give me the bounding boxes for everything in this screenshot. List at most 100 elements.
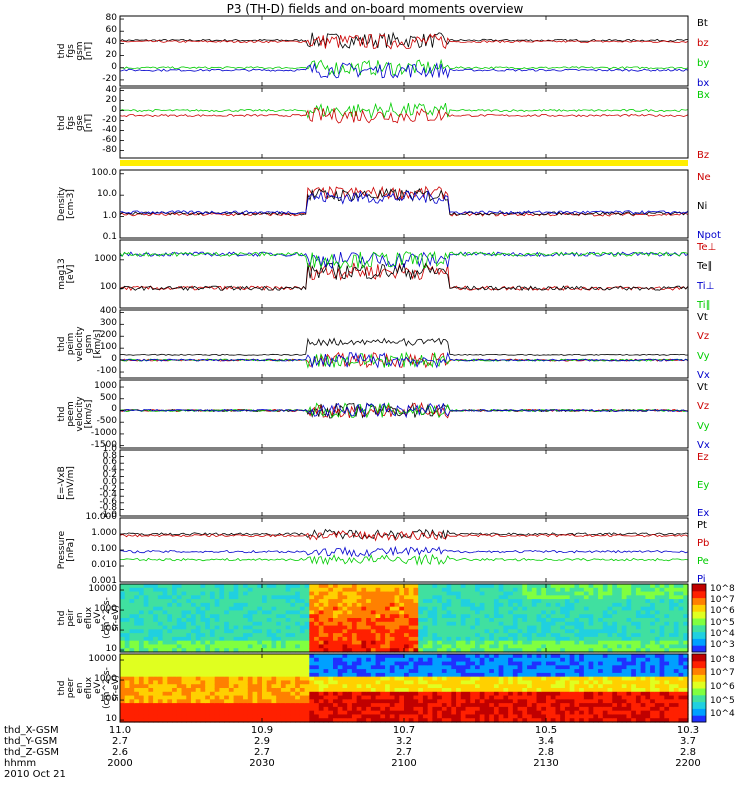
heatmap-cell bbox=[456, 644, 462, 649]
heatmap-cell bbox=[172, 606, 178, 612]
heatmap-cell bbox=[503, 640, 509, 646]
heatmap-cell bbox=[389, 706, 396, 712]
heatmap-cell bbox=[356, 714, 362, 719]
heatmap-cell bbox=[673, 680, 680, 685]
heatmap-cell bbox=[621, 618, 628, 623]
heatmap-cell bbox=[422, 591, 429, 596]
heatmap-cell bbox=[276, 587, 282, 593]
heatmap-cell bbox=[138, 625, 145, 630]
heatmap-cell bbox=[541, 714, 547, 719]
heatmap-cell bbox=[314, 618, 320, 623]
heatmap-cell bbox=[669, 633, 675, 638]
heatmap-cell bbox=[465, 695, 471, 700]
heatmap-cell bbox=[617, 595, 623, 600]
heatmap-cell bbox=[678, 665, 684, 670]
heatmap-cell bbox=[560, 640, 566, 646]
heatmap-cell bbox=[347, 657, 353, 663]
heatmap-cell bbox=[456, 629, 462, 634]
heatmap-cell bbox=[475, 633, 481, 638]
heatmap-cell bbox=[404, 648, 410, 653]
heatmap-cell bbox=[460, 618, 467, 623]
heatmap-cell bbox=[347, 703, 353, 708]
heatmap-cell bbox=[465, 599, 471, 604]
heatmap-cell bbox=[209, 695, 216, 700]
heatmap-cell bbox=[517, 602, 523, 608]
heatmap-cell bbox=[399, 640, 405, 646]
heatmap-cell bbox=[356, 584, 362, 589]
heatmap-cell bbox=[617, 625, 623, 630]
heatmap-cell bbox=[351, 665, 358, 670]
heatmap-cell bbox=[120, 695, 126, 700]
heatmap-cell bbox=[385, 591, 391, 596]
heatmap-cell bbox=[309, 706, 315, 712]
heatmap-cell bbox=[257, 654, 263, 659]
heatmap-cell bbox=[456, 699, 462, 704]
heatmap-cell bbox=[489, 684, 495, 689]
heatmap-cell bbox=[498, 691, 504, 697]
heatmap-cell bbox=[617, 657, 623, 663]
heatmap-cell bbox=[465, 644, 471, 649]
heatmap-cell bbox=[408, 669, 415, 674]
heatmap-cell bbox=[366, 665, 372, 670]
heatmap-cell bbox=[564, 706, 571, 712]
heatmap-cell bbox=[569, 703, 575, 708]
heatmap-cell bbox=[422, 665, 429, 670]
series-line-pressure-Pt bbox=[119, 528, 689, 541]
heatmap-cell bbox=[323, 688, 329, 693]
heatmap-cell bbox=[517, 591, 523, 596]
heatmap-cell bbox=[602, 710, 609, 716]
heatmap-cell bbox=[408, 618, 415, 623]
heatmap-cell bbox=[399, 688, 405, 693]
heatmap-cell bbox=[607, 654, 613, 659]
heatmap-cell bbox=[252, 657, 258, 663]
heatmap-cell bbox=[446, 633, 452, 638]
heatmap-cell bbox=[375, 614, 381, 619]
heatmap-cell bbox=[176, 595, 183, 600]
heatmap-cell bbox=[347, 610, 353, 615]
heatmap-cell bbox=[129, 669, 135, 674]
heatmap-cell bbox=[333, 595, 339, 600]
heatmap-cell bbox=[209, 661, 216, 666]
heatmap-cell bbox=[333, 591, 339, 596]
heatmap-cell bbox=[342, 661, 348, 666]
heatmap-cell bbox=[560, 676, 566, 682]
heatmap-cell bbox=[593, 684, 599, 689]
heatmap-cell bbox=[493, 602, 500, 608]
heatmap-cell bbox=[370, 699, 377, 704]
heatmap-cell bbox=[664, 621, 670, 627]
heatmap-cell bbox=[527, 695, 533, 700]
heatmap-cell bbox=[233, 706, 239, 712]
heatmap-cell bbox=[678, 587, 684, 593]
heatmap-cell bbox=[493, 684, 500, 689]
heatmap-cell bbox=[399, 695, 405, 700]
heatmap-cell bbox=[564, 606, 571, 612]
heatmap-cell bbox=[295, 718, 301, 723]
heatmap-cell bbox=[631, 584, 637, 589]
heatmap-cell bbox=[598, 695, 604, 700]
heatmap-cell bbox=[224, 691, 230, 697]
heatmap-cell bbox=[427, 661, 433, 666]
heatmap-cell bbox=[446, 591, 452, 596]
heatmap-cell bbox=[271, 614, 277, 619]
heatmap-cell bbox=[375, 587, 381, 593]
heatmap-cell bbox=[635, 644, 642, 649]
heatmap-cell bbox=[399, 633, 405, 638]
heatmap-cell bbox=[569, 654, 575, 659]
heatmap-cell bbox=[214, 584, 220, 589]
heatmap-cell bbox=[418, 684, 424, 689]
heatmap-cell bbox=[650, 610, 656, 615]
heatmap-cell bbox=[219, 661, 225, 666]
heatmap-cell bbox=[479, 625, 486, 630]
heatmap-cell bbox=[295, 669, 301, 674]
heatmap-cell bbox=[370, 636, 377, 642]
heatmap-cell bbox=[588, 602, 594, 608]
orbit-value: 10.7 bbox=[392, 725, 416, 736]
heatmap-cell bbox=[238, 691, 244, 697]
heatmap-cell bbox=[564, 710, 571, 716]
heatmap-cell bbox=[356, 691, 362, 697]
heatmap-cell bbox=[333, 665, 339, 670]
heatmap-cell bbox=[342, 669, 348, 674]
heatmap-cell bbox=[257, 680, 263, 685]
heatmap-cell bbox=[143, 691, 149, 697]
heatmap-cell bbox=[243, 610, 249, 615]
